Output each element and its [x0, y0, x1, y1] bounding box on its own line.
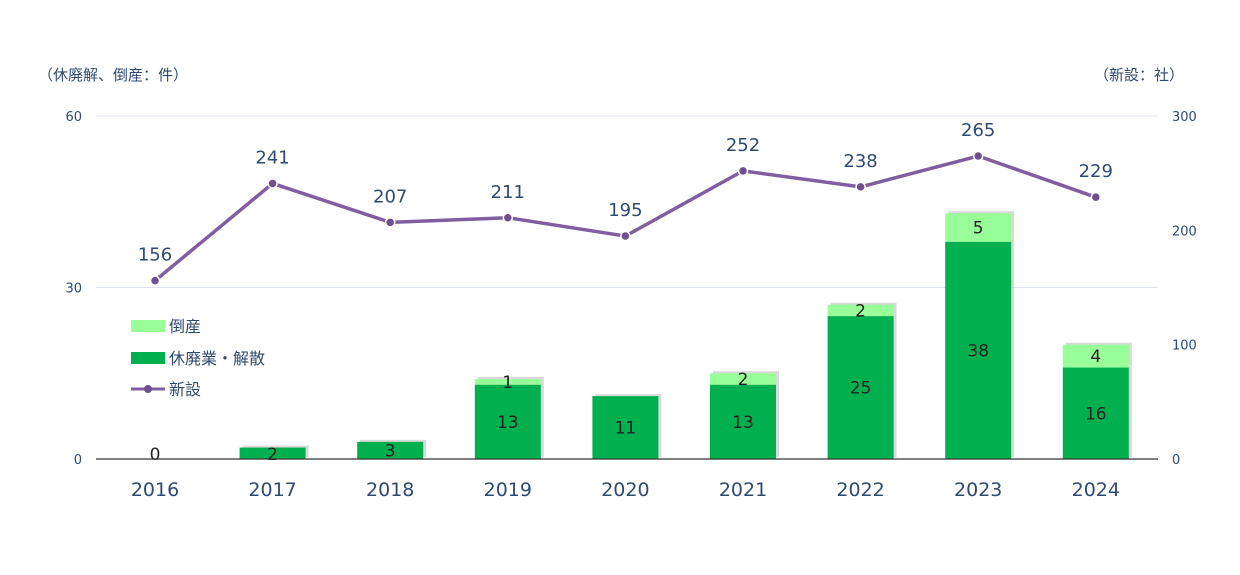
legend-label: 倒産 [169, 317, 201, 336]
line-value-label: 207 [373, 186, 407, 207]
legend-label: 休廃業・解散 [169, 349, 265, 368]
bar-label-kyuhaigyo: 38 [967, 341, 989, 361]
bar-label-tosan: 2 [738, 370, 749, 390]
bar-label-kyuhaigyo: 25 [850, 379, 872, 399]
legend-marker [144, 385, 152, 393]
legend-label: 新設 [169, 380, 201, 399]
line-point [268, 179, 277, 188]
x-tick-label: 2021 [719, 479, 767, 501]
y-right-tick: 0 [1172, 453, 1180, 468]
line-value-label: 211 [491, 182, 525, 203]
y-left-tick: 60 [65, 110, 82, 125]
x-tick-label: 2017 [248, 479, 296, 501]
x-tick-label: 2019 [484, 479, 532, 501]
line-value-label: 241 [255, 147, 289, 168]
x-tick-label: 2024 [1072, 479, 1120, 501]
line-value-label: 265 [961, 120, 995, 141]
line-point [974, 152, 983, 161]
bar-label-tosan: 4 [1090, 347, 1101, 367]
y-right-tick: 300 [1172, 110, 1197, 125]
line-value-label: 195 [608, 200, 642, 221]
bar-label-tosan: 1 [502, 373, 513, 393]
bar-label-tosan: 5 [973, 218, 984, 238]
y-right-tick: 200 [1172, 224, 1197, 239]
bar-label-kyuhaigyo: 2 [267, 445, 278, 465]
legend-swatch [131, 320, 165, 332]
line-point [151, 276, 160, 285]
line-value-label: 156 [138, 245, 172, 266]
y-right-tick: 100 [1172, 339, 1197, 354]
line-value-label: 238 [843, 151, 877, 172]
legend-swatch [131, 352, 165, 364]
bar-label-tosan: 2 [855, 301, 866, 321]
bar-label-kyuhaigyo: 13 [497, 413, 519, 433]
bar-label-kyuhaigyo: 0 [150, 445, 161, 465]
x-tick-label: 2022 [836, 479, 884, 501]
line-point [621, 232, 630, 241]
x-tick-label: 2016 [131, 479, 179, 501]
line-value-label: 252 [726, 135, 760, 156]
y-left-tick: 0 [74, 453, 82, 468]
bar-label-kyuhaigyo: 16 [1085, 404, 1107, 424]
x-tick-label: 2020 [601, 479, 649, 501]
y-left-tick: 30 [65, 282, 82, 297]
x-tick-label: 2023 [954, 479, 1002, 501]
line-value-label: 229 [1079, 161, 1113, 182]
bar-label-kyuhaigyo: 13 [732, 413, 754, 433]
line-point [1091, 193, 1100, 202]
line-point [739, 166, 748, 175]
line-point [386, 218, 395, 227]
line-point [856, 182, 865, 191]
x-tick-label: 2018 [366, 479, 414, 501]
line-point [503, 213, 512, 222]
bar-label-kyuhaigyo: 11 [615, 419, 637, 439]
